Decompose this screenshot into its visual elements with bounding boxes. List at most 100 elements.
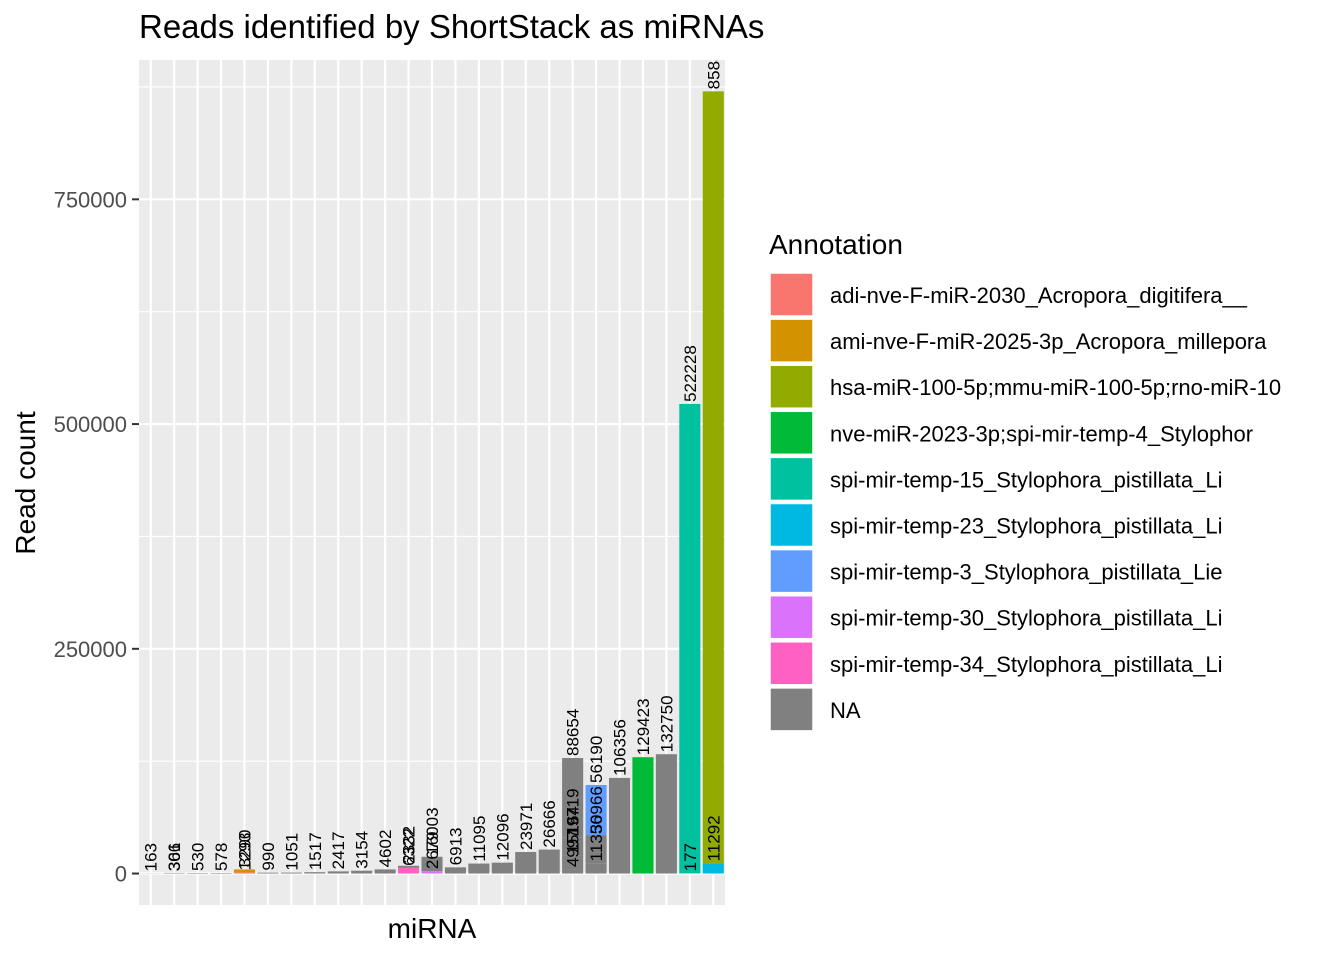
legend-title: Annotation (769, 229, 903, 260)
legend-swatch (769, 548, 814, 594)
bar-value-label: 4602 (376, 830, 395, 868)
chart-title: Reads identified by ShortStack as miRNAs (139, 8, 764, 45)
legend-label: spi-mir-temp-15_Stylophora_pistillata_Li (830, 467, 1223, 492)
y-tick-label: 750000 (54, 187, 127, 212)
bar-segment (585, 835, 607, 864)
legend-swatch (769, 456, 814, 502)
y-tick-label: 250000 (54, 637, 127, 662)
bar-segment (398, 865, 420, 868)
bar-value-label: 16003 (423, 807, 442, 854)
bar-value-label: 990 (259, 842, 278, 870)
bar-segment (562, 869, 584, 874)
bar-value-label: 2332 (400, 826, 419, 864)
bar-value-label: 522228 (681, 345, 700, 402)
legend-swatch (769, 318, 814, 363)
bar-value-label: 858850 (704, 33, 723, 90)
bar-segment (233, 872, 256, 874)
bar-segment (421, 856, 443, 872)
bar-segment (585, 863, 607, 874)
bar-segment (538, 849, 560, 874)
legend-items: adi-nve-F-miR-2030_Acropora_digitifera__… (769, 272, 1281, 732)
bar-segment (233, 869, 256, 873)
bar-value-label: 2679 (423, 831, 442, 869)
bar-value-label: 15164 (564, 806, 583, 853)
y-tick-label: 500000 (54, 412, 127, 437)
bar-value-label: 26666 (540, 800, 559, 847)
bar-segment (608, 777, 631, 874)
bar-segment (562, 837, 584, 856)
bar-value-label: 3290 (235, 830, 254, 868)
bar-value-label: 11356 (587, 815, 606, 861)
legend-swatch (769, 364, 814, 409)
bar-value-label: 6913 (446, 827, 465, 865)
bar-value-label: 361 (165, 843, 184, 871)
legend-swatch (769, 410, 814, 456)
bar-segment (210, 873, 232, 874)
bar-segment (585, 784, 607, 836)
bar-value-label: 12096 (493, 813, 512, 860)
bar-value-label: 2417 (329, 832, 348, 870)
bar-value-label: 6322 (400, 828, 419, 866)
bar-value-label: 578 (212, 843, 231, 871)
legend-label: NA (830, 698, 861, 723)
bar-value-label: 1293 (235, 833, 254, 871)
bar-value-label: 3154 (353, 831, 372, 869)
bar-value-label: 163 (142, 843, 161, 871)
bar-value-label: 23971 (517, 803, 536, 850)
bar-segment (515, 851, 537, 874)
bar-value-label: 1517 (306, 832, 325, 870)
bar-value-label: 19719 (564, 788, 583, 835)
bar-segment (327, 871, 349, 874)
bar-value-label: 106356 (611, 719, 630, 776)
bar-segment (280, 872, 302, 874)
bars (140, 91, 724, 874)
bar-segment (562, 855, 584, 870)
bar-value-label: 530 (189, 843, 208, 871)
legend-swatch (769, 687, 814, 732)
legend-label: hsa-miR-100-5p;mmu-miR-100-5p;rno-miR-10 (830, 375, 1281, 400)
bar-value-label: 30966 (587, 786, 606, 833)
legend-swatch (769, 594, 814, 640)
legend-swatch (769, 502, 814, 548)
bar-segment (655, 754, 677, 874)
legend-label: spi-mir-temp-30_Stylophora_pistillata_Li (830, 606, 1223, 631)
bar-segment (632, 757, 654, 874)
legend-swatch (769, 272, 814, 317)
bar-value-label: 11292 (704, 815, 723, 861)
bar-segment (468, 863, 490, 874)
legend-label: nve-miR-2023-3p;spi-mir-temp-4_Stylophor (830, 421, 1253, 446)
bar-segment (304, 872, 326, 874)
y-axis: 0 250000 500000 750000 (54, 187, 139, 887)
bar-segment (421, 871, 443, 874)
x-axis-title: miRNA (388, 913, 477, 944)
bar-segment (398, 867, 420, 874)
bar-value-label: 177 (681, 843, 700, 871)
bar-value-label: 306 (165, 843, 184, 871)
bar-segment (562, 757, 584, 838)
y-tick-label: 0 (115, 862, 127, 887)
bar-segment (351, 870, 373, 874)
bar-value-label: 56190 (587, 736, 606, 783)
bar-segment (491, 862, 513, 874)
bar-value-label: 4997 (564, 829, 583, 867)
bar-segment (257, 872, 279, 874)
major-gridlines (139, 60, 725, 905)
bar-value-label: 88654 (564, 709, 583, 756)
legend-label: spi-mir-temp-34_Stylophora_pistillata_Li (830, 652, 1223, 677)
legend-label: spi-mir-temp-3_Stylophora_pistillata_Lie (830, 560, 1223, 585)
legend-label: ami-nve-F-miR-2025-3p_Acropora_millepora (830, 329, 1267, 354)
legend-label: adi-nve-F-miR-2030_Acropora_digitifera__ (830, 283, 1248, 308)
bar-segment (702, 91, 724, 864)
bar-segment (679, 403, 701, 874)
y-axis-title: Read count (10, 411, 41, 554)
bar-segment (702, 863, 724, 874)
bar-value-label: 129423 (634, 698, 653, 755)
bar-value-label: 1051 (282, 833, 301, 871)
bar-segment (374, 869, 396, 874)
legend-swatch (769, 641, 814, 686)
bar-segment (444, 867, 466, 874)
legend-label: spi-mir-temp-23_Stylophora_pistillata_Li (830, 514, 1223, 539)
bar-value-label: 11095 (470, 816, 489, 862)
